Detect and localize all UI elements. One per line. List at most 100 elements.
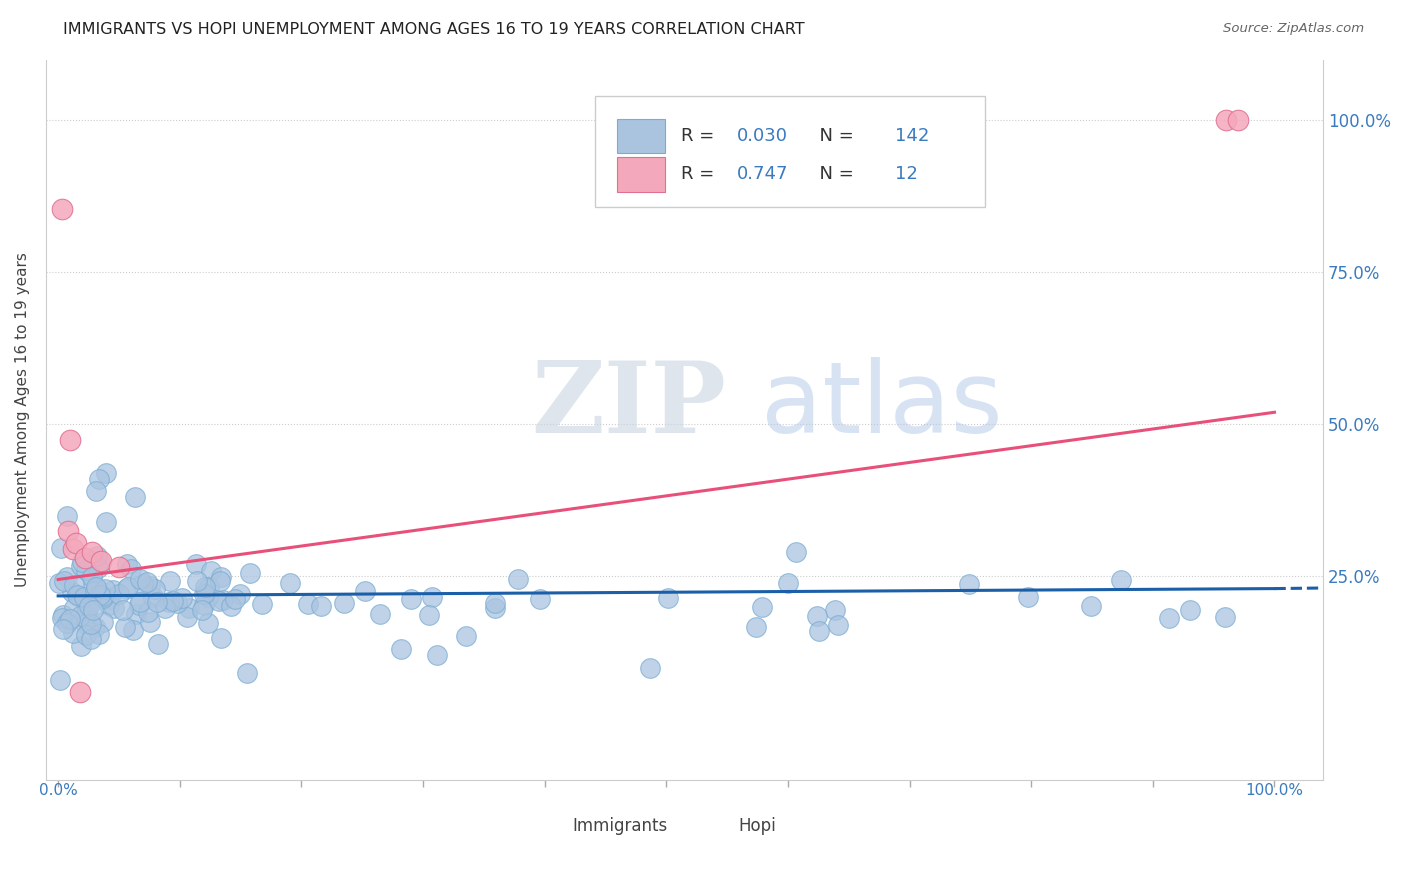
Point — [399, 591, 422, 606]
Point — [82, 603, 104, 617]
Point — [56, 615, 79, 630]
FancyBboxPatch shape — [595, 95, 984, 207]
Point — [73, 608, 96, 623]
Point — [73, 591, 96, 605]
Point — [89, 472, 111, 486]
Point — [426, 648, 449, 663]
Point — [87, 627, 110, 641]
Point — [166, 596, 188, 610]
Text: N =: N = — [808, 127, 860, 145]
Point — [208, 593, 231, 607]
Point — [209, 570, 232, 584]
Point — [162, 594, 184, 608]
Point — [224, 592, 246, 607]
Y-axis label: Unemployment Among Ages 16 to 19 years: Unemployment Among Ages 16 to 19 years — [15, 252, 30, 587]
Point — [86, 582, 108, 597]
Point — [48, 576, 70, 591]
Point — [236, 665, 259, 680]
Point — [128, 598, 150, 612]
Point — [70, 555, 93, 569]
Point — [209, 574, 232, 588]
Point — [98, 591, 121, 606]
Point — [229, 587, 252, 601]
Point — [124, 491, 146, 505]
Point — [69, 608, 91, 623]
Point — [211, 592, 233, 607]
Point — [63, 577, 86, 591]
Point — [176, 609, 198, 624]
Text: IMMIGRANTS VS HOPI UNEMPLOYMENT AMONG AGES 16 TO 19 YEARS CORRELATION CHART: IMMIGRANTS VS HOPI UNEMPLOYMENT AMONG AG… — [63, 22, 804, 37]
Point — [153, 601, 176, 615]
Text: atlas: atlas — [761, 357, 1002, 454]
Point — [129, 572, 152, 586]
Point — [353, 584, 375, 599]
Point — [89, 588, 111, 602]
Point — [103, 601, 125, 615]
Point — [1178, 603, 1201, 617]
Point — [120, 562, 142, 576]
Point — [69, 558, 91, 573]
Point — [91, 615, 114, 630]
Point — [827, 617, 849, 632]
FancyBboxPatch shape — [617, 119, 665, 153]
Text: 0.747: 0.747 — [737, 165, 789, 184]
Point — [59, 433, 82, 447]
Point — [67, 589, 90, 603]
Point — [114, 620, 136, 634]
Point — [90, 554, 112, 568]
Point — [80, 568, 103, 582]
Point — [56, 508, 79, 523]
Point — [115, 582, 138, 596]
Point — [69, 685, 91, 699]
Point — [129, 595, 152, 609]
Text: 142: 142 — [896, 127, 929, 145]
Point — [117, 580, 139, 594]
Point — [1215, 113, 1237, 128]
Point — [209, 632, 232, 646]
Point — [200, 564, 222, 578]
Point — [83, 620, 105, 634]
Text: 12: 12 — [896, 165, 918, 184]
Point — [170, 591, 193, 605]
Point — [48, 673, 70, 687]
Point — [62, 542, 84, 557]
Point — [508, 572, 530, 586]
Point — [250, 597, 273, 611]
Point — [101, 583, 124, 598]
Point — [456, 629, 478, 643]
Point — [420, 591, 443, 605]
Point — [785, 545, 807, 559]
Point — [108, 560, 131, 574]
Point — [638, 660, 661, 674]
Point — [957, 576, 980, 591]
Point — [59, 612, 82, 626]
Point — [197, 616, 219, 631]
Point — [484, 600, 506, 615]
Point — [75, 628, 97, 642]
Point — [82, 545, 104, 559]
FancyBboxPatch shape — [531, 814, 564, 837]
FancyBboxPatch shape — [697, 814, 730, 837]
Point — [51, 202, 73, 216]
Point — [84, 484, 107, 499]
Point — [125, 607, 148, 621]
Point — [1080, 599, 1102, 613]
Point — [484, 596, 506, 610]
Point — [94, 466, 117, 480]
Point — [139, 615, 162, 629]
Point — [191, 603, 214, 617]
Text: R =: R = — [681, 165, 720, 184]
Point — [194, 586, 217, 600]
Point — [83, 584, 105, 599]
Point — [389, 642, 412, 657]
Point — [131, 577, 153, 591]
Point — [89, 557, 111, 571]
Point — [139, 579, 162, 593]
Point — [824, 603, 846, 617]
Point — [1159, 611, 1181, 625]
Point — [157, 595, 180, 609]
Point — [143, 582, 166, 597]
Point — [65, 536, 87, 550]
Point — [60, 585, 83, 599]
Point — [333, 596, 356, 610]
